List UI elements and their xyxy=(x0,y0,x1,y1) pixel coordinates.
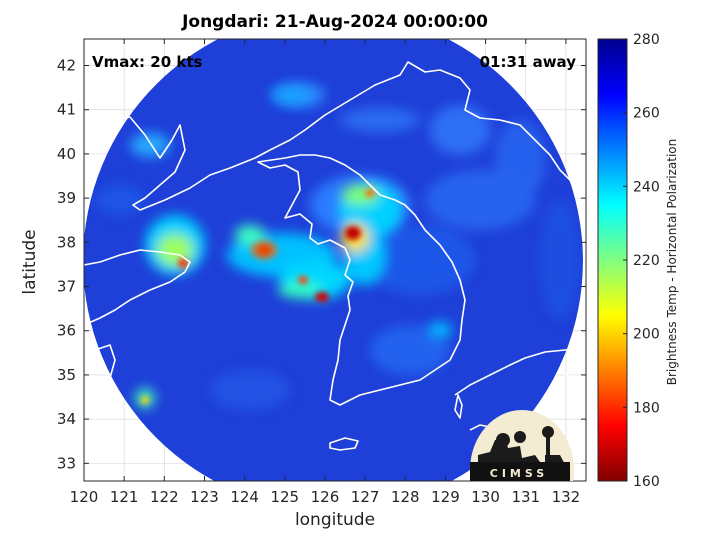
y-tick-label: 42 xyxy=(57,57,76,75)
logo-text: CIMSS xyxy=(490,467,548,480)
colorbar-tick-label: 200 xyxy=(633,327,660,343)
x-tick-label: 129 xyxy=(431,488,460,506)
logo-satellite-dish-center xyxy=(514,431,526,443)
brightness-swath xyxy=(84,39,586,481)
coastline-shandong xyxy=(84,249,191,326)
logo-satellite-dish-left xyxy=(496,433,510,447)
plot-title: Jongdari: 21-Aug-2024 00:00:00 xyxy=(182,12,488,32)
x-tick-label: 123 xyxy=(190,488,219,506)
cimss-logo: CIMSS xyxy=(470,410,574,481)
colorbar-tick-label: 180 xyxy=(633,400,660,416)
x-tick-label: 130 xyxy=(471,488,500,506)
colorbar: 160 180 200 220 240 260 280 xyxy=(597,32,660,490)
logo-water-tower xyxy=(542,426,554,438)
colorbar-tick-label: 280 xyxy=(633,32,660,48)
y-tick-label: 35 xyxy=(57,366,76,384)
x-tick-label: 126 xyxy=(311,488,340,506)
x-tick-labels: 120 121 122 123 124 125 126 127 128 129 130 131 132 xyxy=(70,488,581,506)
x-tick-label: 122 xyxy=(150,488,179,506)
colorbar-tick-label: 220 xyxy=(633,253,660,269)
coastline-japan xyxy=(454,347,586,396)
x-tick-label: 127 xyxy=(351,488,380,506)
coastline-korea xyxy=(257,154,466,406)
x-tick-label: 125 xyxy=(270,488,299,506)
x-tick-label: 124 xyxy=(230,488,259,506)
logo-band xyxy=(470,462,570,481)
colorbar-tick-label: 160 xyxy=(633,474,660,490)
y-tick-label: 39 xyxy=(57,189,76,207)
y-axis-label: latitude xyxy=(20,229,40,295)
x-axis-label: longitude xyxy=(294,510,376,530)
jeju-island xyxy=(329,437,359,451)
y-tick-labels: 33 34 35 36 37 38 39 40 41 42 xyxy=(57,57,76,473)
time-away-annotation: 01:31 away xyxy=(480,53,577,71)
x-tick-label: 131 xyxy=(511,488,540,506)
hot-spots xyxy=(141,189,375,404)
colorbar-ticks: 160 180 200 220 240 260 280 xyxy=(623,32,660,490)
y-tick-label: 38 xyxy=(57,233,76,251)
x-tick-label: 128 xyxy=(391,488,420,506)
vmax-annotation: Vmax: 20 kts xyxy=(92,53,202,71)
x-tick-label: 132 xyxy=(552,488,581,506)
tsushima-island xyxy=(454,394,463,419)
coastline-east-china xyxy=(84,344,116,446)
colorbar-tick-label: 240 xyxy=(633,179,660,195)
y-tick-label: 33 xyxy=(57,454,76,472)
y-tick-label: 40 xyxy=(57,145,76,163)
x-tick-label: 121 xyxy=(110,488,139,506)
colorbar-label: Brightness Temp - Horizontal Polarizatio… xyxy=(665,138,679,386)
colorbar-tick-label: 260 xyxy=(633,106,660,122)
axes-frame xyxy=(83,38,587,482)
y-tick-label: 37 xyxy=(57,278,76,296)
coastline-japan-east xyxy=(559,369,586,386)
islands-right xyxy=(574,397,584,411)
x-tick-label: 120 xyxy=(70,488,99,506)
coastline-north-china xyxy=(84,61,586,211)
y-tick-label: 41 xyxy=(57,101,76,119)
y-tick-label: 36 xyxy=(57,322,76,340)
y-tick-label: 34 xyxy=(57,410,76,428)
colorbar-gradient xyxy=(598,39,627,481)
